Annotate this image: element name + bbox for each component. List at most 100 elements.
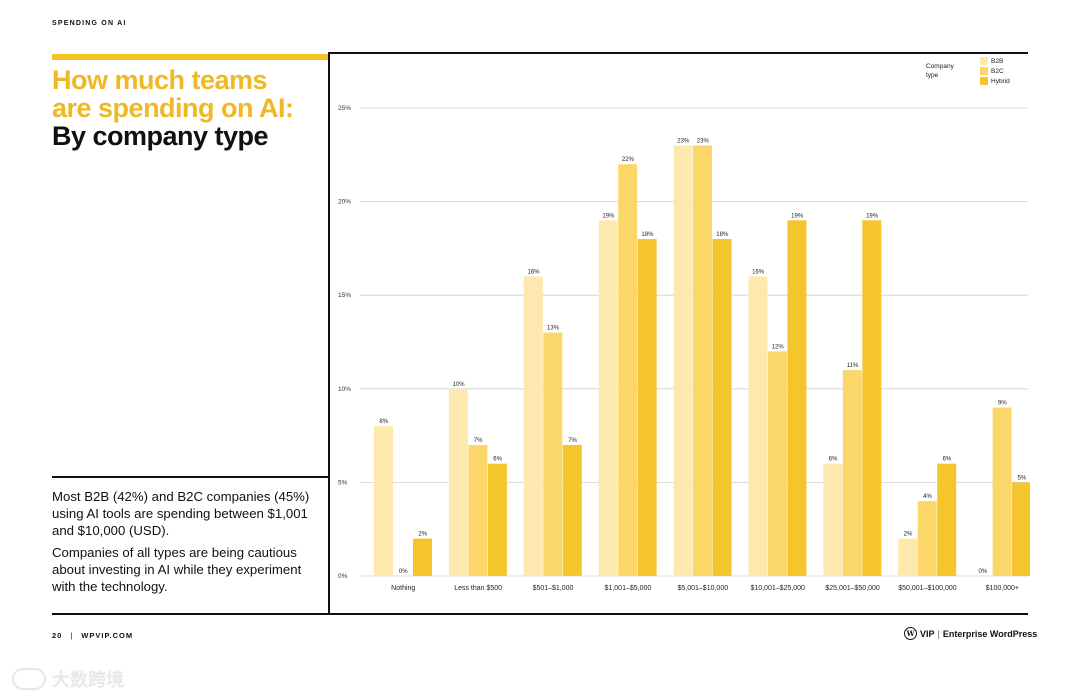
brand-name: Enterprise WordPress bbox=[942, 628, 1038, 639]
legend-title: Company bbox=[926, 63, 955, 70]
data-label: 19% bbox=[602, 213, 615, 219]
bar-b2c-5 bbox=[767, 351, 787, 576]
data-label: 16% bbox=[528, 269, 541, 275]
watermark-text: 大数跨境 bbox=[52, 670, 124, 690]
bar-b2c-1 bbox=[468, 444, 488, 576]
data-label: 16% bbox=[752, 269, 765, 275]
data-label: 18% bbox=[716, 232, 729, 238]
bar-hybrid-4 bbox=[712, 239, 732, 577]
footer-separator: | bbox=[70, 631, 74, 640]
bar-b2b-7 bbox=[898, 538, 918, 576]
data-label: 13% bbox=[547, 326, 560, 332]
bar-hybrid-7 bbox=[937, 463, 957, 576]
legend-label-hybrid: Hybrid bbox=[991, 78, 1010, 85]
page-title: How much teams are spending on AI: By co… bbox=[52, 66, 328, 150]
data-label: 22% bbox=[622, 157, 635, 163]
x-tick-label: Nothing bbox=[391, 585, 415, 592]
y-tick-label: 5% bbox=[338, 479, 348, 486]
title-line-2: are spending on AI: bbox=[52, 93, 294, 123]
y-tick-label: 15% bbox=[338, 292, 351, 299]
legend-label-b2b: B2B bbox=[991, 58, 1003, 65]
data-label: 19% bbox=[866, 213, 879, 219]
bar-b2c-2 bbox=[543, 332, 563, 576]
x-tick-label: $5,001–$10,000 bbox=[678, 585, 729, 592]
data-label: 11% bbox=[847, 363, 859, 369]
data-label: 8% bbox=[379, 419, 388, 425]
page-number: 20 bbox=[52, 631, 63, 640]
bar-b2c-3 bbox=[618, 164, 638, 576]
bar-b2c-6 bbox=[842, 370, 862, 576]
x-tick-label: $50,001–$100,000 bbox=[898, 585, 956, 592]
body-paragraph-1: Most B2B (42%) and B2C companies (45%) u… bbox=[52, 489, 310, 538]
bar-b2b-3 bbox=[598, 220, 618, 576]
bar-hybrid-0 bbox=[413, 538, 432, 576]
data-label: 18% bbox=[641, 232, 654, 238]
body-paragraph-2: Companies of all types are being cautiou… bbox=[52, 545, 302, 594]
data-label: 0% bbox=[979, 569, 988, 575]
brand-vip: VIP bbox=[920, 628, 935, 639]
brand-logo-group: W VIP | Enterprise WordPress bbox=[904, 627, 1037, 640]
bar-hybrid-5 bbox=[787, 220, 807, 576]
data-label: 5% bbox=[1018, 475, 1027, 481]
data-label: 23% bbox=[697, 138, 710, 144]
bar-b2b-4 bbox=[673, 145, 693, 576]
data-label: 23% bbox=[677, 138, 690, 144]
bar-b2c-4 bbox=[693, 145, 713, 576]
x-tick-label: $10,001–$25,000 bbox=[750, 585, 805, 592]
x-tick-label: $100,000+ bbox=[986, 585, 1019, 592]
bar-hybrid-8 bbox=[1012, 482, 1030, 576]
data-label: 12% bbox=[772, 344, 785, 350]
bar-hybrid-2 bbox=[562, 444, 582, 576]
y-tick-label: 10% bbox=[338, 386, 351, 393]
data-label: 7% bbox=[568, 438, 577, 444]
wordpress-icon: W bbox=[904, 627, 917, 640]
data-label: 2% bbox=[904, 532, 913, 538]
bar-b2b-2 bbox=[523, 276, 543, 576]
title-line-3: By company type bbox=[52, 121, 269, 151]
watermark-logo-icon bbox=[12, 668, 46, 690]
footer: 20 | WPVIP.COM bbox=[52, 631, 133, 640]
data-label: 7% bbox=[474, 438, 483, 444]
data-label: 6% bbox=[493, 457, 502, 463]
legend-swatch-b2c bbox=[980, 67, 988, 75]
x-tick-label: $501–$1,000 bbox=[533, 585, 574, 592]
brand-separator: | bbox=[937, 628, 940, 639]
bar-hybrid-1 bbox=[487, 463, 507, 576]
title-line-1: How much teams bbox=[52, 65, 268, 95]
data-label: 6% bbox=[943, 457, 952, 463]
bar-b2b-5 bbox=[748, 276, 768, 576]
data-label: 10% bbox=[453, 382, 466, 388]
bar-b2c-7 bbox=[917, 501, 937, 576]
footer-rule bbox=[52, 613, 1028, 615]
y-tick-label: 25% bbox=[338, 105, 351, 112]
data-label: 19% bbox=[791, 213, 804, 219]
legend-title: type bbox=[926, 72, 939, 79]
bar-hybrid-6 bbox=[862, 220, 882, 576]
bar-b2b-1 bbox=[448, 388, 468, 576]
y-tick-label: 20% bbox=[338, 199, 351, 206]
spending-bar-chart: 0% 5% 10% 15% 20% 25% 8% 0% 2% Nothing 10% 7% 6% Less… bbox=[338, 57, 1030, 592]
data-label: 6% bbox=[829, 457, 838, 463]
x-tick-label: $25,001–$50,000 bbox=[825, 585, 880, 592]
vertical-divider bbox=[328, 52, 330, 614]
data-label: 4% bbox=[923, 494, 932, 500]
x-tick-label: Less than $500 bbox=[454, 585, 502, 592]
body-copy: Most B2B (42%) and B2C companies (45%) u… bbox=[52, 489, 322, 602]
legend-swatch-b2b bbox=[980, 57, 988, 65]
data-label: 0% bbox=[399, 569, 408, 575]
legend-label-b2c: B2C bbox=[991, 68, 1004, 75]
bar-b2b-0 bbox=[374, 426, 393, 576]
x-tick-label: $1,001–$5,000 bbox=[605, 585, 652, 592]
bar-b2b-6 bbox=[823, 463, 843, 576]
y-tick-label: 0% bbox=[338, 573, 348, 580]
section-label: SPENDING ON AI bbox=[52, 20, 127, 27]
title-accent-bar bbox=[52, 54, 328, 60]
chart-top-rule bbox=[328, 52, 1028, 54]
data-label: 9% bbox=[998, 401, 1007, 407]
footer-site-link[interactable]: WPVIP.COM bbox=[81, 631, 134, 640]
watermark: 大数跨境 bbox=[12, 666, 124, 692]
data-label: 2% bbox=[418, 532, 427, 538]
bar-hybrid-3 bbox=[637, 239, 657, 577]
bar-b2c-8 bbox=[992, 407, 1012, 576]
legend-swatch-hybrid bbox=[980, 77, 988, 85]
